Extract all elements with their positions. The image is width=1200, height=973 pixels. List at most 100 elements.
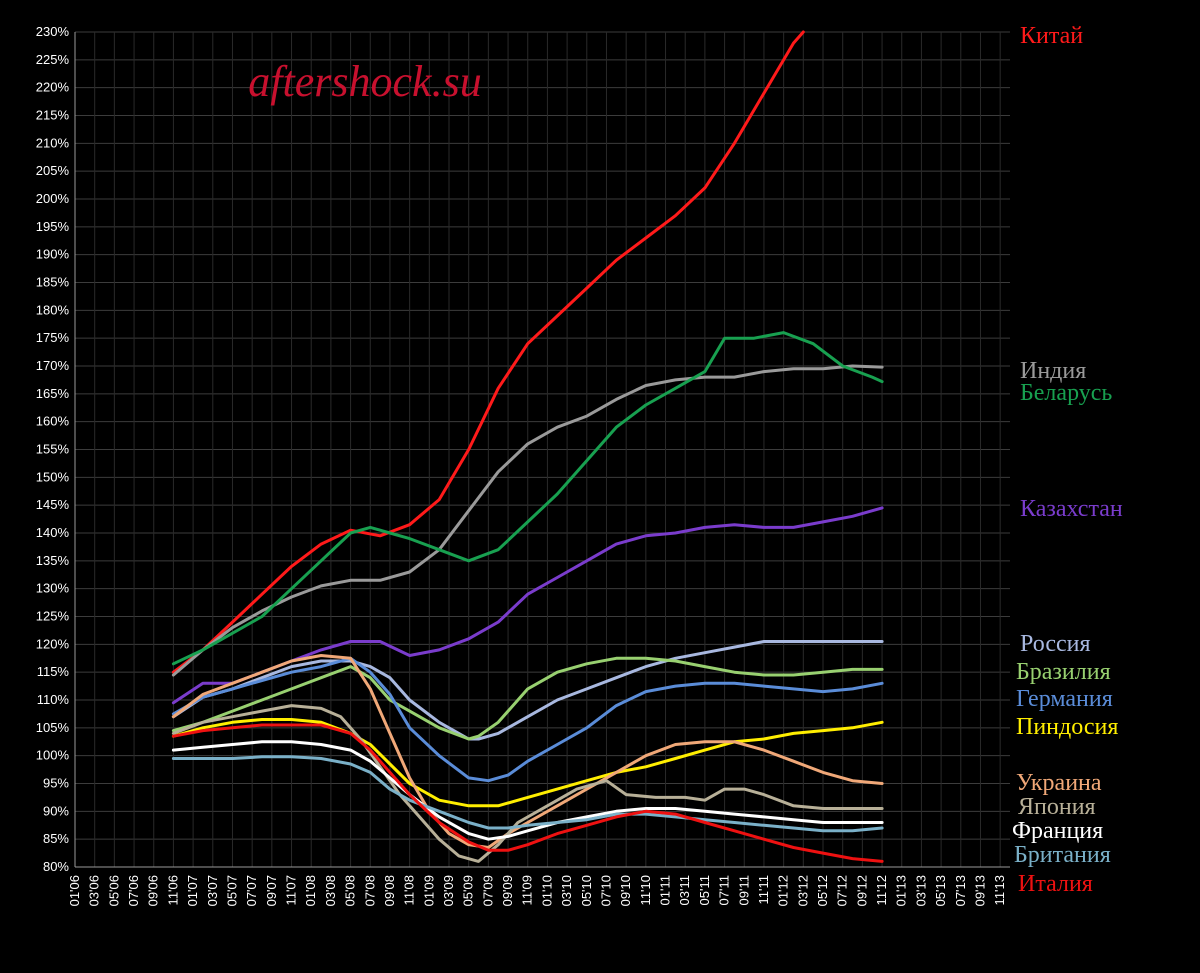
x-tick-label: 09'06 [146,875,161,906]
x-tick-label: 01'08 [303,875,318,906]
x-tick-label: 05'06 [106,875,121,906]
series-line [171,740,884,841]
x-tick-label: 01'12 [776,875,791,906]
y-tick-label: 150% [36,469,70,484]
x-tick-label: 11'08 [402,875,417,905]
y-tick-label: 85% [43,831,69,846]
x-tick-label: 05'13 [933,875,948,906]
y-tick-label: 155% [36,442,70,457]
x-tick-label: 09'07 [264,875,279,906]
x-tick-label: 07'06 [126,875,141,906]
x-tick-label: 09'08 [382,875,397,906]
x-tick-label: 09'12 [854,875,869,906]
x-tick-label: 07'08 [362,875,377,906]
x-tick-label: 03'08 [323,875,338,906]
series-label: Казахстан [1020,496,1123,522]
x-tick-label: 07'09 [480,875,495,906]
y-tick-label: 95% [43,776,69,791]
x-tick-label: 03'09 [441,875,456,906]
y-tick-label: 100% [36,748,70,763]
series-label: Китай [1020,23,1083,49]
x-tick-label: 11'09 [520,875,535,905]
series-label: Британия [1014,842,1111,868]
series-line [171,656,884,741]
y-tick-label: 90% [43,803,69,818]
series-line [171,640,884,741]
y-tick-label: 130% [36,581,70,596]
x-tick-label: 09'13 [972,875,987,906]
series-label: Бразилия [1016,659,1111,685]
x-tick-label: 03'10 [559,875,574,906]
series-line [171,704,884,863]
series-line [171,654,884,849]
x-tick-label: 01'07 [185,875,200,906]
x-tick-label: 11'07 [284,875,299,905]
y-tick-label: 225% [36,52,70,67]
y-tick-label: 145% [36,497,70,512]
x-tick-label: 03'11 [677,875,692,905]
series-line [171,755,884,833]
x-tick-label: 01'13 [894,875,909,906]
x-tick-label: 11'10 [638,875,653,905]
series-label: Беларусь [1020,380,1112,406]
x-tick-label: 05'10 [579,875,594,906]
watermark-text: aftershock.su [248,57,481,106]
x-tick-label: 11'12 [874,875,889,905]
x-tick-label: 01'09 [421,875,436,906]
x-tick-label: 03'12 [795,875,810,906]
series-lines [171,30,884,863]
y-tick-label: 210% [36,135,70,150]
x-tick-label: 03'13 [913,875,928,906]
series-line [171,364,884,677]
x-tick-label: 07'13 [953,875,968,906]
x-tick-label: 07'10 [598,875,613,906]
series-label: Пиндосия [1016,714,1118,740]
y-tick-label: 220% [36,80,70,95]
y-tick-label: 180% [36,302,70,317]
series-label: Германия [1016,686,1113,712]
y-tick-label: 140% [36,525,70,540]
y-tick-label: 80% [43,859,69,874]
x-tick-label: 05'11 [697,875,712,905]
y-tick-label: 175% [36,330,70,345]
x-tick-label: 03'07 [205,875,220,906]
series-label: Украина [1016,770,1102,796]
x-axis-ticks: 01'06 03'06 05'06 07'06 09'06 11'06 01'07 03'07… [67,875,1007,906]
x-tick-label: 03'06 [87,875,102,906]
x-tick-label: 05'08 [343,875,358,906]
y-tick-label: 160% [36,414,70,429]
series-line [171,331,884,666]
y-tick-label: 125% [36,609,70,624]
grid-lines [74,31,1010,868]
series-label: Италия [1018,871,1093,897]
x-tick-label: 11'06 [165,875,180,905]
x-tick-label: 07'07 [244,875,259,906]
x-tick-label: 11'11 [756,875,771,904]
y-tick-label: 195% [36,219,70,234]
x-tick-label: 09'10 [618,875,633,906]
x-tick-label: 05'12 [815,875,830,906]
y-tick-label: 200% [36,191,70,206]
x-tick-label: 09'09 [500,875,515,906]
series-line [171,656,884,783]
series-label: Франция [1012,818,1103,844]
series-line [171,30,805,674]
series-line [171,723,884,863]
y-tick-label: 205% [36,163,70,178]
y-tick-label: 185% [36,275,70,290]
x-tick-label: 05'09 [461,875,476,906]
y-tick-label: 215% [36,108,70,123]
x-tick-label: 01'11 [658,875,673,905]
x-tick-label: 05'07 [224,875,239,906]
y-tick-label: 135% [36,553,70,568]
y-tick-label: 120% [36,636,70,651]
y-tick-label: 230% [36,24,70,39]
series-line [171,718,884,808]
y-tick-label: 115% [37,664,70,679]
series-label: Индия [1020,358,1086,384]
x-tick-label: 07'11 [717,875,732,905]
y-tick-label: 165% [36,386,70,401]
y-tick-label: 170% [36,358,70,373]
